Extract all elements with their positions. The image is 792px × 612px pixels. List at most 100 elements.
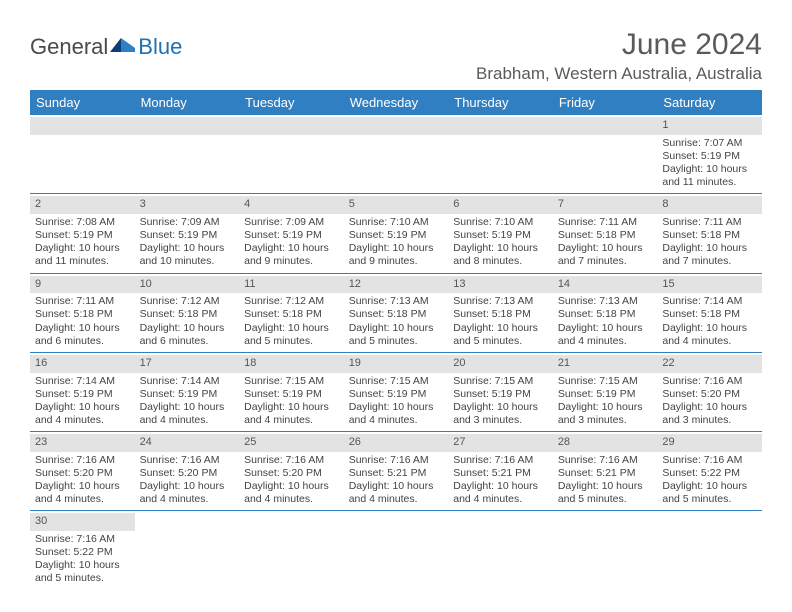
cell-detail: Sunrise: 7:15 AM [349, 375, 444, 388]
cell-detail: Daylight: 10 hours and 5 minutes. [244, 322, 339, 348]
day-number: 18 [239, 355, 344, 373]
cell-detail: Daylight: 10 hours and 4 minutes. [558, 322, 653, 348]
day-number: 6 [448, 196, 553, 214]
calendar-cell: 23Sunrise: 7:16 AMSunset: 5:20 PMDayligh… [30, 432, 135, 511]
calendar-table: SundayMondayTuesdayWednesdayThursdayFrid… [30, 90, 762, 590]
cell-detail: Sunset: 5:21 PM [453, 467, 548, 480]
calendar-row: 23Sunrise: 7:16 AMSunset: 5:20 PMDayligh… [30, 432, 762, 511]
calendar-cell: 6Sunrise: 7:10 AMSunset: 5:19 PMDaylight… [448, 194, 553, 273]
cell-detail: Sunset: 5:19 PM [349, 388, 444, 401]
calendar-cell: 27Sunrise: 7:16 AMSunset: 5:21 PMDayligh… [448, 432, 553, 511]
cell-detail: Sunset: 5:18 PM [558, 229, 653, 242]
cell-detail: Sunset: 5:18 PM [140, 308, 235, 321]
day-header: Monday [135, 90, 240, 115]
calendar-cell [344, 511, 449, 590]
cell-detail: Sunrise: 7:15 AM [453, 375, 548, 388]
calendar-cell: 30 Sunrise: 7:16 AMSunset: 5:22 PMDayligh… [30, 511, 135, 590]
cell-detail: Sunrise: 7:12 AM [244, 295, 339, 308]
calendar-cell: 7Sunrise: 7:11 AMSunset: 5:18 PMDaylight… [553, 194, 658, 273]
day-number: 10 [135, 276, 240, 294]
cell-detail: Sunset: 5:19 PM [349, 229, 444, 242]
cell-detail: Sunset: 5:20 PM [140, 467, 235, 480]
calendar-cell: 18Sunrise: 7:15 AMSunset: 5:19 PMDayligh… [239, 352, 344, 431]
cell-detail: Sunrise: 7:10 AM [349, 216, 444, 229]
cell-detail: Daylight: 10 hours and 4 minutes. [244, 401, 339, 427]
cell-detail: Daylight: 10 hours and 7 minutes. [662, 242, 757, 268]
calendar-cell: 22Sunrise: 7:16 AMSunset: 5:20 PMDayligh… [657, 352, 762, 431]
day-number: 16 [30, 355, 135, 373]
day-header: Tuesday [239, 90, 344, 115]
cell-detail: Daylight: 10 hours and 4 minutes. [453, 480, 548, 506]
cell-detail: Daylight: 10 hours and 11 minutes. [662, 163, 757, 189]
cell-detail: Sunset: 5:19 PM [453, 229, 548, 242]
cell-detail: Sunrise: 7:08 AM [35, 216, 130, 229]
cell-detail: Sunset: 5:20 PM [244, 467, 339, 480]
cell-detail: Daylight: 10 hours and 3 minutes. [662, 401, 757, 427]
cell-detail: Daylight: 10 hours and 4 minutes. [35, 480, 130, 506]
calendar-cell: 15Sunrise: 7:14 AMSunset: 5:18 PMDayligh… [657, 273, 762, 352]
day-header: Friday [553, 90, 658, 115]
cell-detail: Sunset: 5:22 PM [35, 546, 130, 559]
calendar-cell: 17Sunrise: 7:14 AMSunset: 5:19 PMDayligh… [135, 352, 240, 431]
cell-detail: Sunset: 5:21 PM [558, 467, 653, 480]
cell-detail: Sunrise: 7:16 AM [140, 454, 235, 467]
cell-detail: Sunset: 5:19 PM [453, 388, 548, 401]
day-header-row: SundayMondayTuesdayWednesdayThursdayFrid… [30, 90, 762, 115]
day-number: 17 [135, 355, 240, 373]
cell-detail: Sunrise: 7:13 AM [558, 295, 653, 308]
calendar-cell: 2Sunrise: 7:08 AMSunset: 5:19 PMDaylight… [30, 194, 135, 273]
cell-detail: Sunrise: 7:14 AM [140, 375, 235, 388]
cell-detail: Daylight: 10 hours and 5 minutes. [35, 559, 130, 585]
cell-detail: Sunrise: 7:16 AM [35, 533, 130, 546]
cell-detail: Daylight: 10 hours and 5 minutes. [453, 322, 548, 348]
calendar-cell [344, 115, 449, 194]
day-number [30, 117, 135, 135]
calendar-row: 2Sunrise: 7:08 AMSunset: 5:19 PMDaylight… [30, 194, 762, 273]
calendar-cell: 16Sunrise: 7:14 AMSunset: 5:19 PMDayligh… [30, 352, 135, 431]
calendar-cell: 5Sunrise: 7:10 AMSunset: 5:19 PMDaylight… [344, 194, 449, 273]
day-number: 30 [30, 513, 135, 531]
day-number [344, 513, 449, 531]
day-number: 11 [239, 276, 344, 294]
logo-text-2: Blue [138, 34, 182, 60]
cell-detail: Daylight: 10 hours and 5 minutes. [662, 480, 757, 506]
day-number: 29 [657, 434, 762, 452]
header: General Blue June 2024 Brabham, Western … [30, 28, 762, 84]
cell-detail: Sunrise: 7:16 AM [453, 454, 548, 467]
day-number: 8 [657, 196, 762, 214]
cell-detail: Sunset: 5:19 PM [140, 229, 235, 242]
cell-detail: Sunset: 5:19 PM [558, 388, 653, 401]
calendar-cell: 11Sunrise: 7:12 AMSunset: 5:18 PMDayligh… [239, 273, 344, 352]
cell-detail: Sunrise: 7:15 AM [244, 375, 339, 388]
calendar-cell: 25Sunrise: 7:16 AMSunset: 5:20 PMDayligh… [239, 432, 344, 511]
calendar-cell [553, 511, 658, 590]
cell-detail: Daylight: 10 hours and 10 minutes. [140, 242, 235, 268]
calendar-cell: 3Sunrise: 7:09 AMSunset: 5:19 PMDaylight… [135, 194, 240, 273]
cell-detail: Daylight: 10 hours and 4 minutes. [349, 480, 444, 506]
cell-detail: Sunrise: 7:16 AM [349, 454, 444, 467]
calendar-cell: 4Sunrise: 7:09 AMSunset: 5:19 PMDaylight… [239, 194, 344, 273]
location-text: Brabham, Western Australia, Australia [476, 64, 762, 84]
calendar-cell: 19Sunrise: 7:15 AMSunset: 5:19 PMDayligh… [344, 352, 449, 431]
cell-detail: Daylight: 10 hours and 9 minutes. [349, 242, 444, 268]
day-number: 13 [448, 276, 553, 294]
calendar-row: 9Sunrise: 7:11 AMSunset: 5:18 PMDaylight… [30, 273, 762, 352]
logo: General Blue [30, 34, 182, 60]
day-header: Sunday [30, 90, 135, 115]
calendar-cell: 14Sunrise: 7:13 AMSunset: 5:18 PMDayligh… [553, 273, 658, 352]
day-number: 15 [657, 276, 762, 294]
calendar-cell: 13Sunrise: 7:13 AMSunset: 5:18 PMDayligh… [448, 273, 553, 352]
day-number: 19 [344, 355, 449, 373]
day-number [553, 117, 658, 135]
cell-detail: Sunrise: 7:09 AM [140, 216, 235, 229]
cell-detail: Sunset: 5:19 PM [244, 229, 339, 242]
calendar-cell [239, 511, 344, 590]
cell-detail: Sunset: 5:19 PM [35, 388, 130, 401]
day-number: 26 [344, 434, 449, 452]
day-number: 21 [553, 355, 658, 373]
calendar-cell: 20Sunrise: 7:15 AMSunset: 5:19 PMDayligh… [448, 352, 553, 431]
calendar-cell [657, 511, 762, 590]
day-number: 2 [30, 196, 135, 214]
cell-detail: Sunset: 5:18 PM [662, 308, 757, 321]
logo-mark-icon [110, 34, 136, 60]
